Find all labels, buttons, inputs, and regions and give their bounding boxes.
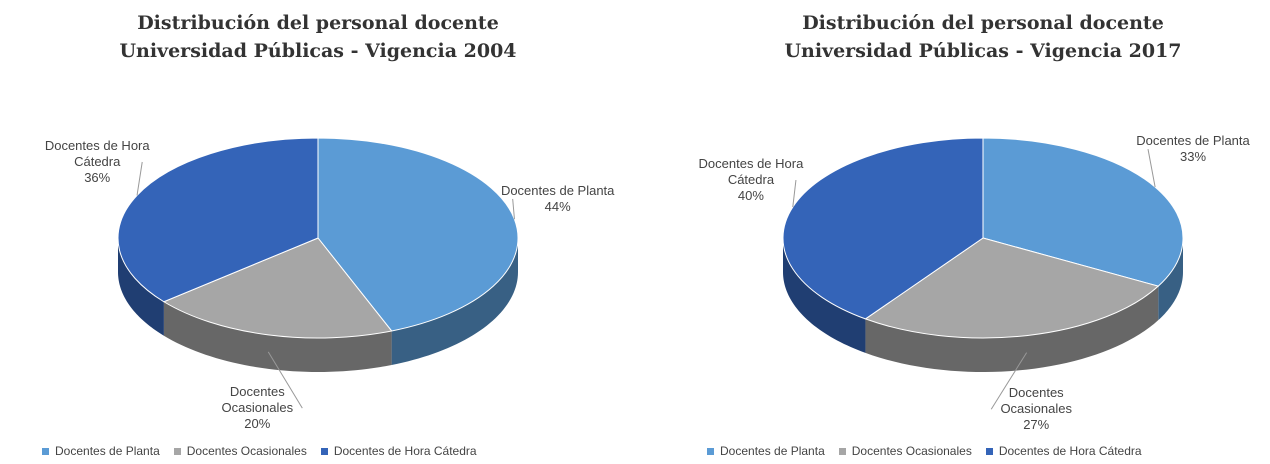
data-label: Docentes Ocasionales 27% xyxy=(976,385,1096,433)
slice xyxy=(317,137,519,332)
data-label-category: Docentes Ocasionales xyxy=(221,384,294,416)
legend: Docentes de Planta Docentes Ocasionales Do… xyxy=(28,444,477,458)
data-label-category: Docentes de Planta xyxy=(1136,133,1250,149)
data-label-value: 36% xyxy=(84,170,111,185)
slice-side xyxy=(783,238,866,353)
chart-title: Distribución del personal docente xyxy=(802,12,1164,34)
legend-swatch xyxy=(42,447,49,455)
data-label: Docentes de Hora Cátedra 40% xyxy=(691,156,811,204)
slice-side xyxy=(1158,238,1183,321)
legend-label: Docentes de Hora Cátedra xyxy=(333,444,477,458)
data-label: Docentes de Planta 44% xyxy=(498,183,618,215)
data-label: Docentes de Hora Cátedra 36% xyxy=(37,138,157,186)
legend-swatch xyxy=(838,447,846,455)
slice xyxy=(782,137,984,320)
data-label-value: 40% xyxy=(737,188,764,204)
data-label-category: Docentes Ocasionales xyxy=(1000,385,1072,417)
chart-subtitle: Universidad Públicas - Vigencia 2004 xyxy=(119,40,517,62)
leader-line xyxy=(136,161,143,196)
data-label: Docentes de Planta 33% xyxy=(1133,133,1253,165)
slice-side xyxy=(163,301,392,372)
chart-title: Distribución del personal docente xyxy=(137,12,499,34)
legend-swatch xyxy=(173,447,181,455)
leader-line xyxy=(1147,149,1156,188)
leader-line xyxy=(267,351,303,409)
data-label-category: Docentes de Hora Cátedra xyxy=(44,138,150,169)
legend-swatch xyxy=(985,447,993,455)
slice xyxy=(864,237,1160,339)
data-label: Docentes Ocasionales 20% xyxy=(197,384,317,432)
slice xyxy=(162,237,393,339)
slice-side xyxy=(865,286,1159,372)
legend-label: Docentes de Hora Cátedra xyxy=(998,444,1142,458)
legend-label: Docentes de Planta xyxy=(720,444,825,458)
slice-side xyxy=(391,238,518,365)
legend-label: Docentes Ocasionales xyxy=(851,444,972,458)
data-label-category: Docentes de Hora Cátedra xyxy=(698,156,804,188)
chart-subtitle: Universidad Públicas - Vigencia 2017 xyxy=(784,40,1182,62)
data-label-category: Docentes de Planta xyxy=(500,182,615,198)
legend-swatch xyxy=(707,447,714,455)
slice xyxy=(117,137,319,303)
data-label-value: 20% xyxy=(244,416,271,432)
leader-line xyxy=(792,180,797,208)
slice-side xyxy=(118,238,164,336)
data-label-value: 27% xyxy=(1023,417,1050,433)
legend-swatch xyxy=(320,447,328,455)
legend: Docentes de Planta Docentes Ocasionales Do… xyxy=(693,444,1142,458)
legend-label: Docentes de Planta xyxy=(55,444,160,458)
leader-line xyxy=(512,198,515,220)
leader-line xyxy=(990,352,1028,410)
data-label-value: 44% xyxy=(544,198,571,214)
legend-label: Docentes Ocasionales xyxy=(186,444,307,458)
data-label-value: 33% xyxy=(1180,149,1207,165)
